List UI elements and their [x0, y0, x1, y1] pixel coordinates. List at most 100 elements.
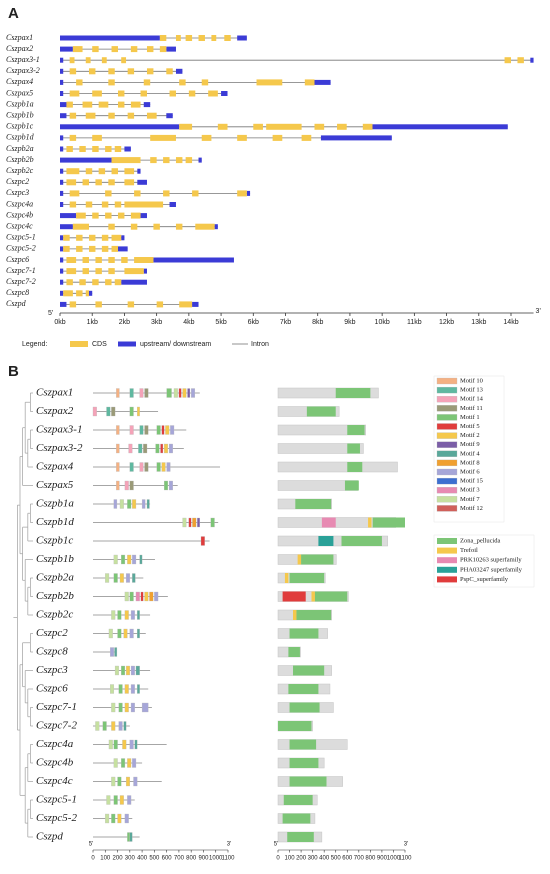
- domain: [321, 517, 336, 528]
- cds: [111, 234, 122, 241]
- cds: [195, 223, 215, 230]
- cds: [92, 212, 99, 219]
- cds: [208, 90, 218, 97]
- motif: [187, 388, 191, 398]
- cds: [95, 268, 102, 275]
- cds: [98, 101, 109, 108]
- motif: [95, 721, 100, 731]
- motif: [105, 573, 110, 583]
- motif: [129, 628, 134, 639]
- motif: [125, 573, 130, 583]
- utr: [137, 168, 141, 174]
- x-tick-label: 700: [354, 856, 365, 862]
- x-tick-label: 400: [137, 856, 148, 862]
- cds: [301, 134, 312, 141]
- motif: [108, 628, 113, 639]
- protein-name: Cszpc5-1: [36, 794, 77, 806]
- cds: [66, 146, 73, 152]
- gene-name: Cszpd: [6, 299, 27, 308]
- x-tick-label: 500: [149, 856, 160, 862]
- motif: [117, 813, 122, 824]
- motif: [129, 388, 134, 398]
- motif: [111, 776, 116, 787]
- motif: [113, 739, 118, 750]
- gene-name: Cszpb2c: [6, 166, 34, 175]
- legend-label: Motif 8: [460, 459, 480, 466]
- domain: [293, 665, 325, 676]
- utr: [88, 290, 93, 296]
- cds: [127, 301, 135, 308]
- cds: [82, 268, 89, 275]
- cds: [192, 190, 199, 197]
- motif: [132, 758, 137, 768]
- cds: [66, 268, 77, 275]
- motif: [173, 388, 178, 398]
- cds: [134, 190, 141, 197]
- cds: [66, 179, 77, 186]
- protein-box: [277, 461, 398, 473]
- motif: [191, 388, 196, 398]
- x-tick-label: 900: [198, 856, 209, 862]
- cds: [92, 134, 102, 141]
- cds: [130, 46, 138, 53]
- cds: [166, 68, 173, 75]
- cds: [224, 35, 231, 41]
- motif: [106, 406, 111, 417]
- x-tick-label: 1000: [387, 856, 401, 862]
- motif: [137, 406, 140, 417]
- panel-label: B: [8, 363, 19, 380]
- cds: [66, 101, 73, 108]
- legend-swatch: [436, 396, 458, 403]
- gene-name: Cszpc6: [6, 255, 29, 264]
- cds: [69, 90, 80, 97]
- cds: [188, 90, 196, 97]
- x-tick-label: 10kb: [375, 319, 390, 326]
- cds: [111, 157, 141, 164]
- utr: [198, 157, 202, 163]
- legend-swatch: [436, 505, 458, 512]
- cds: [237, 190, 247, 197]
- protein-name: Cszpb1d: [36, 516, 74, 528]
- legend-swatch: [436, 414, 458, 421]
- cds: [266, 123, 302, 130]
- protein-name: Cszpc3: [36, 664, 68, 676]
- domain: [288, 647, 300, 657]
- domain: [341, 536, 382, 546]
- motif: [143, 443, 148, 454]
- motif: [139, 462, 144, 472]
- domain: [284, 573, 289, 583]
- utr: [153, 257, 234, 263]
- domain: [318, 536, 334, 546]
- x-tick-label: 300: [125, 856, 136, 862]
- motif: [123, 721, 127, 731]
- cds: [108, 79, 115, 86]
- cds: [76, 79, 83, 86]
- cds: [72, 46, 83, 53]
- cds: [76, 212, 86, 219]
- protein-name: Cszpb1a: [36, 498, 74, 510]
- gene-name: Cszpc4b: [6, 210, 33, 219]
- utr: [60, 290, 64, 296]
- cds: [130, 212, 141, 219]
- protein-name: Cszpb2b: [36, 590, 74, 602]
- cds: [76, 290, 83, 297]
- utr: [214, 224, 218, 230]
- x-tick-label: 200: [113, 856, 124, 862]
- utr: [192, 301, 199, 307]
- x-tick-label: 100: [285, 856, 296, 862]
- cds: [117, 90, 125, 97]
- utr: [60, 224, 73, 230]
- cds: [66, 257, 77, 263]
- cds: [92, 279, 99, 286]
- end-label: 3': [536, 308, 541, 315]
- motif: [164, 443, 169, 454]
- protein-name: Cszpb2c: [36, 609, 73, 621]
- motif: [155, 443, 160, 454]
- legend-label: Motif 5: [460, 423, 480, 430]
- motif: [116, 443, 120, 454]
- motif: [122, 739, 127, 750]
- motif: [102, 721, 107, 731]
- motif: [118, 721, 123, 731]
- domain: [368, 517, 372, 528]
- utr: [60, 157, 112, 163]
